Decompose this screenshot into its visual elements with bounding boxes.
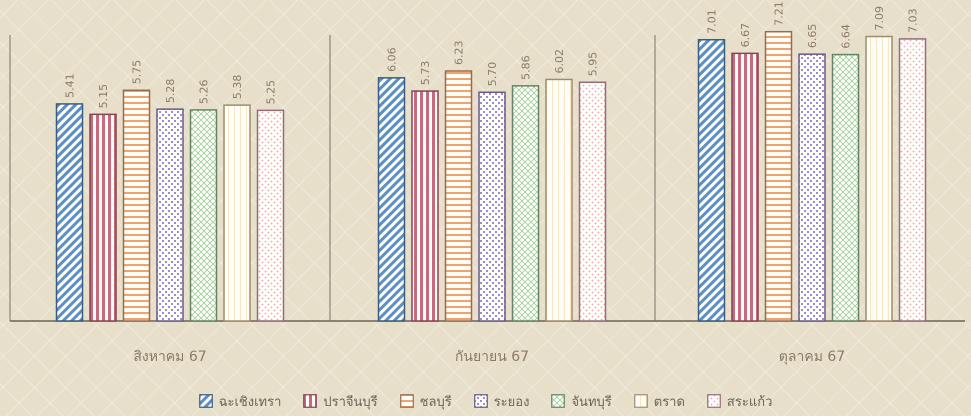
legend-label: ตราด <box>653 394 685 410</box>
data-label: 6.67 <box>739 23 752 48</box>
legend-swatch <box>633 394 648 408</box>
legend-swatch <box>707 394 721 408</box>
data-label: 7.01 <box>706 9 719 34</box>
legend-item: ฉะเชิงเทรา <box>198 391 282 412</box>
labels: 5.41 5.15 5.75 5.28 5.26 5.38 5.25 สิงหาคม 67 6.… <box>64 1 920 365</box>
bar <box>578 81 607 322</box>
data-label: 7.09 <box>873 6 886 31</box>
bar <box>798 53 826 322</box>
bar <box>377 77 406 322</box>
bar <box>731 52 759 322</box>
legend-item: จันทบุรี <box>551 391 612 412</box>
bar <box>478 91 506 322</box>
legend-label: จันทบุรี <box>571 394 612 410</box>
data-label: 6.02 <box>553 49 566 74</box>
data-label: 5.25 <box>265 80 278 105</box>
bar <box>89 113 117 322</box>
bar <box>545 78 573 322</box>
bar <box>764 30 793 322</box>
data-label: 5.86 <box>520 55 533 80</box>
bar <box>223 104 251 322</box>
data-label: 7.03 <box>907 8 920 33</box>
data-label: 6.06 <box>386 47 399 72</box>
legend-label: สระแก้ว <box>726 394 773 410</box>
legend-label: ระยอง <box>493 394 530 410</box>
bar <box>55 103 84 322</box>
data-label: 5.41 <box>64 73 77 98</box>
legend-swatch <box>473 394 488 408</box>
category-label: ตุลาคม 67 <box>779 349 845 365</box>
bar <box>444 70 473 322</box>
legend-item: ตราด <box>633 391 685 412</box>
legend-item: ชลบุรี <box>399 391 452 412</box>
legend-label: ปราจีนบุรี <box>323 394 378 410</box>
bar <box>122 89 151 322</box>
legend-swatch <box>399 394 414 408</box>
bar <box>156 108 184 322</box>
data-label: 5.70 <box>486 62 499 87</box>
legend-swatch <box>303 394 318 408</box>
legend-swatch <box>198 394 213 408</box>
bar <box>189 109 218 322</box>
data-label: 5.73 <box>419 61 432 86</box>
data-label: 6.65 <box>806 24 819 49</box>
bar <box>511 85 540 322</box>
bar <box>697 38 726 322</box>
legend-label: ชลบุรี <box>419 394 452 410</box>
bar <box>256 109 285 322</box>
bar <box>411 90 439 322</box>
data-label: 6.64 <box>840 24 853 49</box>
bar <box>898 38 927 322</box>
bar <box>831 53 860 322</box>
bar <box>865 35 893 322</box>
legend: ฉะเชิงเทรา ปราจีนบุรี ชลบุรี ระยอง จันทบุรี ต… <box>0 386 971 416</box>
category-label: สิงหาคม 67 <box>133 349 206 365</box>
legend-item: สระแก้ว <box>707 391 772 412</box>
bar-chart: 5.41 5.15 5.75 5.28 5.26 5.38 5.25 สิงหาคม 67 6.… <box>9 1 965 365</box>
legend-item: ระยอง <box>473 391 530 412</box>
bars <box>55 30 927 322</box>
data-label: 5.28 <box>164 79 177 104</box>
category-label: กันยายน 67 <box>455 349 529 365</box>
data-label: 6.23 <box>453 41 466 66</box>
legend-swatch <box>551 394 566 408</box>
data-label: 5.75 <box>131 60 144 85</box>
legend-item: ปราจีนบุรี <box>303 391 378 412</box>
data-label: 5.26 <box>198 79 211 104</box>
data-label: 5.15 <box>97 84 110 109</box>
legend-label: ฉะเชิงเทรา <box>218 394 282 410</box>
data-label: 5.38 <box>231 75 244 100</box>
data-label: 5.95 <box>587 52 600 77</box>
data-label: 7.21 <box>773 1 786 26</box>
